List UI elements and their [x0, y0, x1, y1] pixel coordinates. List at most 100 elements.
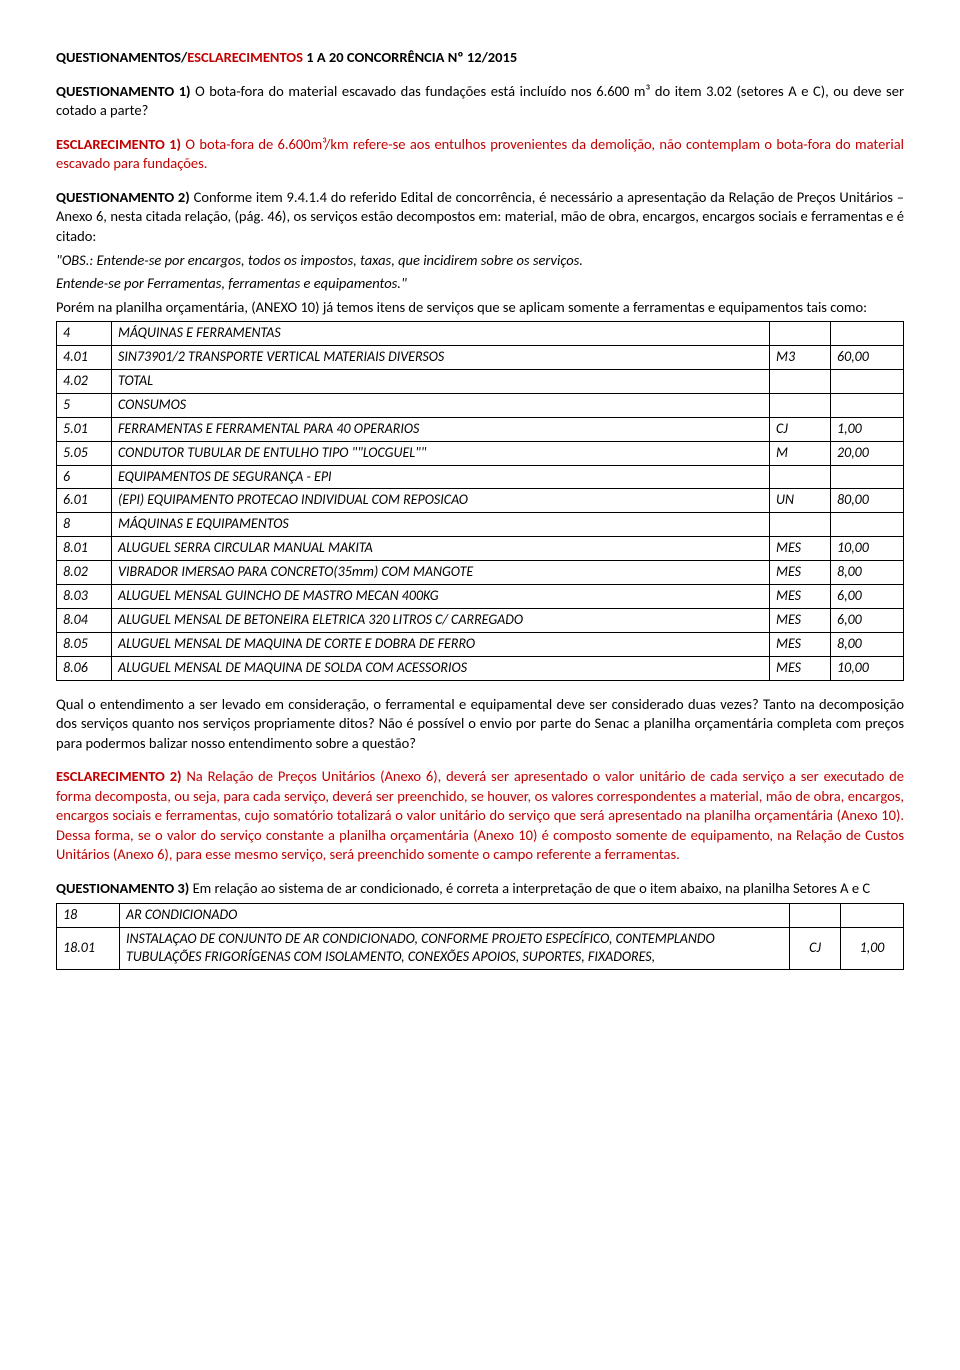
table-row: 5.01FERRAMENTAS E FERRAMENTAL PARA 40 OP… [57, 417, 904, 441]
table-cell: ALUGUEL MENSAL GUINCHO DE MASTRO MECAN 4… [112, 584, 770, 608]
table-cell: 18 [57, 903, 120, 927]
questionamento-1: QUESTIONAMENTO 1) O bota-fora do materia… [56, 82, 904, 121]
table-row: 18.01INSTALAÇAO DE CONJUNTO DE AR CONDIC… [57, 927, 904, 970]
table-cell: ALUGUEL SERRA CIRCULAR MANUAL MAKITA [112, 537, 770, 561]
table-cell: UN [770, 489, 831, 513]
table-cell: 8,00 [831, 561, 904, 585]
questionamento-2: QUESTIONAMENTO 2) Conforme item 9.4.1.4 … [56, 188, 904, 317]
table-cell [790, 903, 841, 927]
table-cell: EQUIPAMENTOS DE SEGURANÇA - EPI [112, 465, 770, 489]
table-row: 6EQUIPAMENTOS DE SEGURANÇA - EPI [57, 465, 904, 489]
table-row: 5CONSUMOS [57, 393, 904, 417]
table-cell [770, 369, 831, 393]
table-cell: 8.06 [57, 656, 112, 680]
table-cell: 80,00 [831, 489, 904, 513]
table-cell: MES [770, 537, 831, 561]
q2-label: QUESTIONAMENTO 2) [56, 188, 190, 206]
e2-label: ESCLARECIMENTO 2) [56, 767, 182, 785]
table-cell: VIBRADOR IMERSAO PARA CONCRETO(35mm) COM… [112, 561, 770, 585]
table-cell [770, 465, 831, 489]
table-cell: ALUGUEL MENSAL DE MAQUINA DE CORTE E DOB… [112, 632, 770, 656]
table-cell [831, 513, 904, 537]
table-row: 4.01SIN73901/2 TRANSPORTE VERTICAL MATER… [57, 346, 904, 370]
table-cell: (EPI) EQUIPAMENTO PROTECAO INDIVIDUAL CO… [112, 489, 770, 513]
e2-text: Na Relação de Preços Unitários (Anexo 6)… [56, 767, 904, 863]
table-cell: AR CONDICIONADO [120, 903, 790, 927]
table-cell [770, 322, 831, 346]
e1-text: O bota-fora de 6.600m³/km refere-se aos … [56, 135, 904, 173]
table-cell: MES [770, 561, 831, 585]
title-part3: 1 A 20 CONCORRÊNCIA Nº 12/2015 [303, 48, 517, 66]
table-row: 8.05ALUGUEL MENSAL DE MAQUINA DE CORTE E… [57, 632, 904, 656]
table-cell: ALUGUEL MENSAL DE MAQUINA DE SOLDA COM A… [112, 656, 770, 680]
table-row: 4.02TOTAL [57, 369, 904, 393]
table-row: 8.06ALUGUEL MENSAL DE MAQUINA DE SOLDA C… [57, 656, 904, 680]
q3-label: QUESTIONAMENTO 3) [56, 879, 189, 897]
esclarecimento-2: ESCLARECIMENTO 2) Na Relação de Preços U… [56, 767, 904, 865]
questionamento-3: QUESTIONAMENTO 3) Em relação ao sistema … [56, 879, 904, 899]
table-cell [831, 393, 904, 417]
q2-followup: Qual o entendimento a ser levado em cons… [56, 695, 904, 754]
table-cell: 1,00 [831, 417, 904, 441]
table-cell: 6,00 [831, 608, 904, 632]
table-cell: 8.03 [57, 584, 112, 608]
table-row: 18AR CONDICIONADO [57, 903, 904, 927]
table-row: 8.03ALUGUEL MENSAL GUINCHO DE MASTRO MEC… [57, 584, 904, 608]
table-cell [831, 465, 904, 489]
table-row: 4MÁQUINAS E FERRAMENTAS [57, 322, 904, 346]
table-cell: FERRAMENTAS E FERRAMENTAL PARA 40 OPERAR… [112, 417, 770, 441]
page-title: QUESTIONAMENTOS/ESCLARECIMENTOS 1 A 20 C… [56, 48, 904, 68]
table-cell: MES [770, 656, 831, 680]
table-cell: INSTALAÇAO DE CONJUNTO DE AR CONDICIONAD… [120, 927, 790, 970]
table-cell: 8 [57, 513, 112, 537]
table-cell: 5 [57, 393, 112, 417]
table-cell: 8.04 [57, 608, 112, 632]
table-cell: 5.05 [57, 441, 112, 465]
table-row: 6.01(EPI) EQUIPAMENTO PROTECAO INDIVIDUA… [57, 489, 904, 513]
table-cell: CJ [790, 927, 841, 970]
q3-text: Em relação ao sistema de ar condicionado… [189, 879, 870, 897]
table-cell: 1,00 [841, 927, 904, 970]
esclarecimento-1: ESCLARECIMENTO 1) O bota-fora de 6.600m³… [56, 135, 904, 174]
table-cell: 6,00 [831, 584, 904, 608]
table-cell: MÁQUINAS E EQUIPAMENTOS [112, 513, 770, 537]
table-cell: TOTAL [112, 369, 770, 393]
table-cell: 60,00 [831, 346, 904, 370]
table-cell [770, 393, 831, 417]
table-cell: 8.05 [57, 632, 112, 656]
table-cell: 4 [57, 322, 112, 346]
table-cell: CONSUMOS [112, 393, 770, 417]
table-cell: CJ [770, 417, 831, 441]
title-part1: QUESTIONAMENTOS/ [56, 48, 187, 66]
q2-quote1: "OBS.: Entende-se por encargos, todos os… [56, 251, 904, 271]
table-cell: 8.02 [57, 561, 112, 585]
table-cell: 18.01 [57, 927, 120, 970]
table-row: 5.05CONDUTOR TUBULAR DE ENTULHO TIPO ""L… [57, 441, 904, 465]
table-cell: MES [770, 584, 831, 608]
q2-p2: Porém na planilha orçamentária, (ANEXO 1… [56, 298, 904, 318]
table-cell: MES [770, 632, 831, 656]
table-row: 8.01ALUGUEL SERRA CIRCULAR MANUAL MAKITA… [57, 537, 904, 561]
table-ar-condicionado: 18AR CONDICIONADO18.01INSTALAÇAO DE CONJ… [56, 903, 904, 971]
table-ferramentas: 4MÁQUINAS E FERRAMENTAS4.01SIN73901/2 TR… [56, 321, 904, 680]
table-cell: ALUGUEL MENSAL DE BETONEIRA ELETRICA 320… [112, 608, 770, 632]
table-row: 8.04ALUGUEL MENSAL DE BETONEIRA ELETRICA… [57, 608, 904, 632]
title-part2: ESCLARECIMENTOS [187, 48, 303, 66]
table-cell [841, 903, 904, 927]
table-row: 8.02VIBRADOR IMERSAO PARA CONCRETO(35mm)… [57, 561, 904, 585]
table-cell: 6.01 [57, 489, 112, 513]
table-row: 8MÁQUINAS E EQUIPAMENTOS [57, 513, 904, 537]
e1-label: ESCLARECIMENTO 1) [56, 135, 181, 153]
table-cell: 10,00 [831, 656, 904, 680]
table-cell: 5.01 [57, 417, 112, 441]
table-cell: 20,00 [831, 441, 904, 465]
table-cell: 8.01 [57, 537, 112, 561]
q2-quote2: Entende-se por Ferramentas, ferramentas … [56, 274, 904, 294]
table-cell: SIN73901/2 TRANSPORTE VERTICAL MATERIAIS… [112, 346, 770, 370]
table-cell [770, 513, 831, 537]
table-cell: 4.01 [57, 346, 112, 370]
table-cell: 6 [57, 465, 112, 489]
table-cell [831, 322, 904, 346]
table-cell: MÁQUINAS E FERRAMENTAS [112, 322, 770, 346]
q1-label: QUESTIONAMENTO 1) [56, 82, 191, 100]
